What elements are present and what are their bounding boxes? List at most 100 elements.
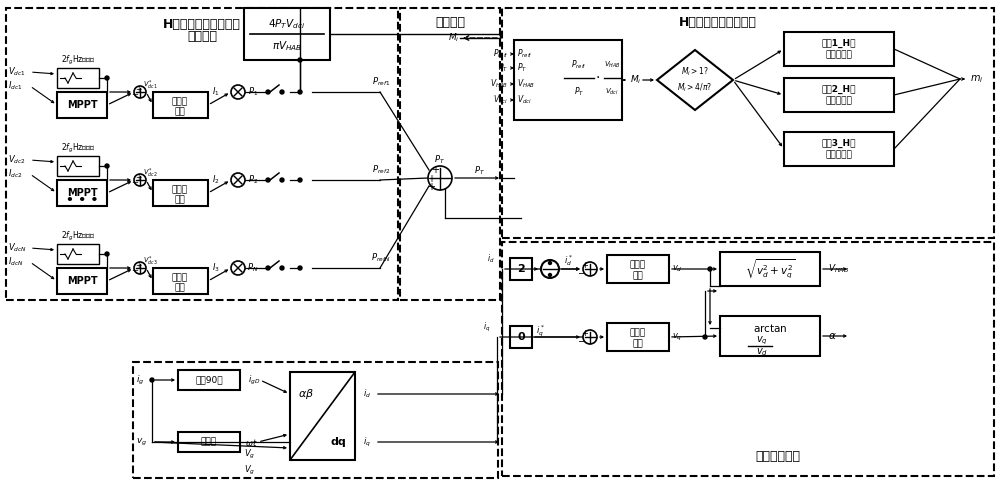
Text: 节器: 节器 [175, 284, 185, 292]
Text: $V_g$: $V_g$ [244, 447, 256, 461]
Text: $P_{ref2}$: $P_{ref2}$ [372, 164, 390, 176]
Bar [514, 40, 622, 120]
Text: +: + [427, 174, 435, 184]
Text: +: + [582, 329, 588, 337]
Text: $\omega t$: $\omega t$ [245, 437, 258, 448]
Text: MPPT: MPPT [67, 276, 97, 286]
Text: +: + [135, 260, 141, 270]
Text: $2f_g$Hz陷波器: $2f_g$Hz陷波器 [61, 229, 95, 242]
Circle shape [703, 335, 707, 339]
Text: $I_3$: $I_3$ [212, 262, 220, 274]
Text: $\alpha\beta$: $\alpha\beta$ [298, 387, 314, 401]
Text: $i_q^*$: $i_q^*$ [536, 323, 544, 339]
Bar [57, 156, 99, 176]
Text: 节器: 节器 [633, 339, 643, 348]
Text: $V_{dc2}^*$: $V_{dc2}^*$ [143, 166, 158, 180]
Circle shape [280, 266, 284, 270]
Text: $P_{ref1}$: $P_{ref1}$ [372, 76, 390, 88]
Bar [784, 78, 894, 112]
Text: +: + [431, 165, 439, 175]
Circle shape [105, 164, 109, 168]
Bar [720, 316, 820, 356]
Text: $M_i>4/\pi?$: $M_i>4/\pi?$ [677, 82, 713, 94]
Text: −: − [132, 91, 138, 100]
Text: $V_{HAB}$: $V_{HAB}$ [828, 263, 849, 275]
Circle shape [266, 90, 270, 94]
Text: 电流调: 电流调 [630, 260, 646, 270]
Text: 模式1_H桥: 模式1_H桥 [822, 38, 856, 47]
Text: $2f_g$Hz陷波器: $2f_g$Hz陷波器 [61, 141, 95, 154]
Text: $P_1$: $P_1$ [248, 86, 258, 98]
Text: 调制波计算: 调制波计算 [826, 96, 852, 106]
Circle shape [548, 273, 552, 276]
Text: H桥变换器直流侧电容: H桥变换器直流侧电容 [163, 17, 241, 30]
Text: 调制波计算: 调制波计算 [826, 151, 852, 160]
Text: $\sqrt{v_d^2+v_q^2}$: $\sqrt{v_d^2+v_q^2}$ [745, 257, 795, 281]
Bar [57, 92, 107, 118]
Bar [607, 255, 669, 283]
Text: −: − [132, 267, 138, 275]
Text: H桥变换器调制波计算: H桥变换器调制波计算 [679, 15, 757, 29]
Text: $I_1$: $I_1$ [212, 86, 220, 98]
Text: $P_{refi}$: $P_{refi}$ [517, 48, 532, 60]
Bar [502, 242, 994, 476]
Bar [57, 68, 99, 88]
Text: $V_{HAB}$: $V_{HAB}$ [490, 78, 508, 90]
Text: ·: · [596, 71, 600, 85]
Text: $V_{HAB}$: $V_{HAB}$ [604, 60, 620, 70]
Text: $i_{gD}$: $i_{gD}$ [248, 374, 260, 387]
Circle shape [105, 252, 109, 256]
Text: $V_{dci}$: $V_{dci}$ [517, 94, 532, 106]
Text: dq: dq [330, 437, 346, 447]
Text: $i_d^*$: $i_d^*$ [564, 254, 573, 269]
Bar [510, 326, 532, 348]
Text: $V_{dc1}$: $V_{dc1}$ [8, 66, 26, 78]
Text: $v_d$: $v_d$ [672, 264, 682, 274]
Text: $P_T$: $P_T$ [474, 165, 486, 177]
Text: $V_{dci}$: $V_{dci}$ [605, 87, 619, 97]
Bar [133, 362, 498, 478]
Text: $V_g$: $V_g$ [244, 464, 256, 477]
Circle shape [266, 266, 270, 270]
Text: $P_T$: $P_T$ [498, 62, 508, 74]
Bar [153, 268, 208, 294]
Text: +: + [135, 172, 141, 182]
Text: $I_{dc2}$: $I_{dc2}$ [8, 168, 23, 180]
Circle shape [280, 178, 284, 182]
Circle shape [231, 261, 245, 275]
Text: $i_d$: $i_d$ [487, 253, 495, 265]
Circle shape [150, 378, 154, 382]
Text: 2: 2 [517, 264, 525, 274]
Bar [784, 132, 894, 166]
Text: $P_T$: $P_T$ [574, 86, 584, 98]
Text: 节器: 节器 [175, 196, 185, 205]
Circle shape [583, 262, 597, 276]
Text: $i_q$: $i_q$ [363, 436, 371, 449]
Text: $V_{dci}$: $V_{dci}$ [493, 94, 508, 106]
Text: 电压调: 电压调 [172, 97, 188, 106]
Bar [178, 370, 240, 390]
Text: +: + [582, 260, 588, 270]
Text: 模式2_H桥: 模式2_H桥 [822, 84, 856, 93]
Bar [502, 8, 994, 238]
Text: $I_2$: $I_2$ [212, 174, 220, 186]
Text: $V_{dcN}$: $V_{dcN}$ [8, 242, 27, 254]
Text: $M_i$: $M_i$ [448, 32, 460, 44]
Circle shape [583, 330, 597, 344]
Bar [57, 180, 107, 206]
Text: 并网电流控制: 并网电流控制 [756, 450, 800, 463]
Text: $I_{dcN}$: $I_{dcN}$ [8, 256, 24, 268]
Circle shape [541, 260, 559, 278]
Text: $V_{dc3}^*$: $V_{dc3}^*$ [143, 255, 158, 268]
Text: +: + [135, 85, 141, 93]
Circle shape [280, 90, 284, 94]
Text: +: + [427, 182, 435, 192]
Circle shape [298, 266, 302, 270]
Text: 电流调: 电流调 [630, 329, 646, 337]
Text: 锁相环: 锁相环 [201, 438, 217, 447]
Text: 电压调: 电压调 [172, 185, 188, 195]
Bar [178, 432, 240, 452]
Bar [720, 252, 820, 286]
Circle shape [231, 85, 245, 99]
Circle shape [548, 261, 552, 264]
